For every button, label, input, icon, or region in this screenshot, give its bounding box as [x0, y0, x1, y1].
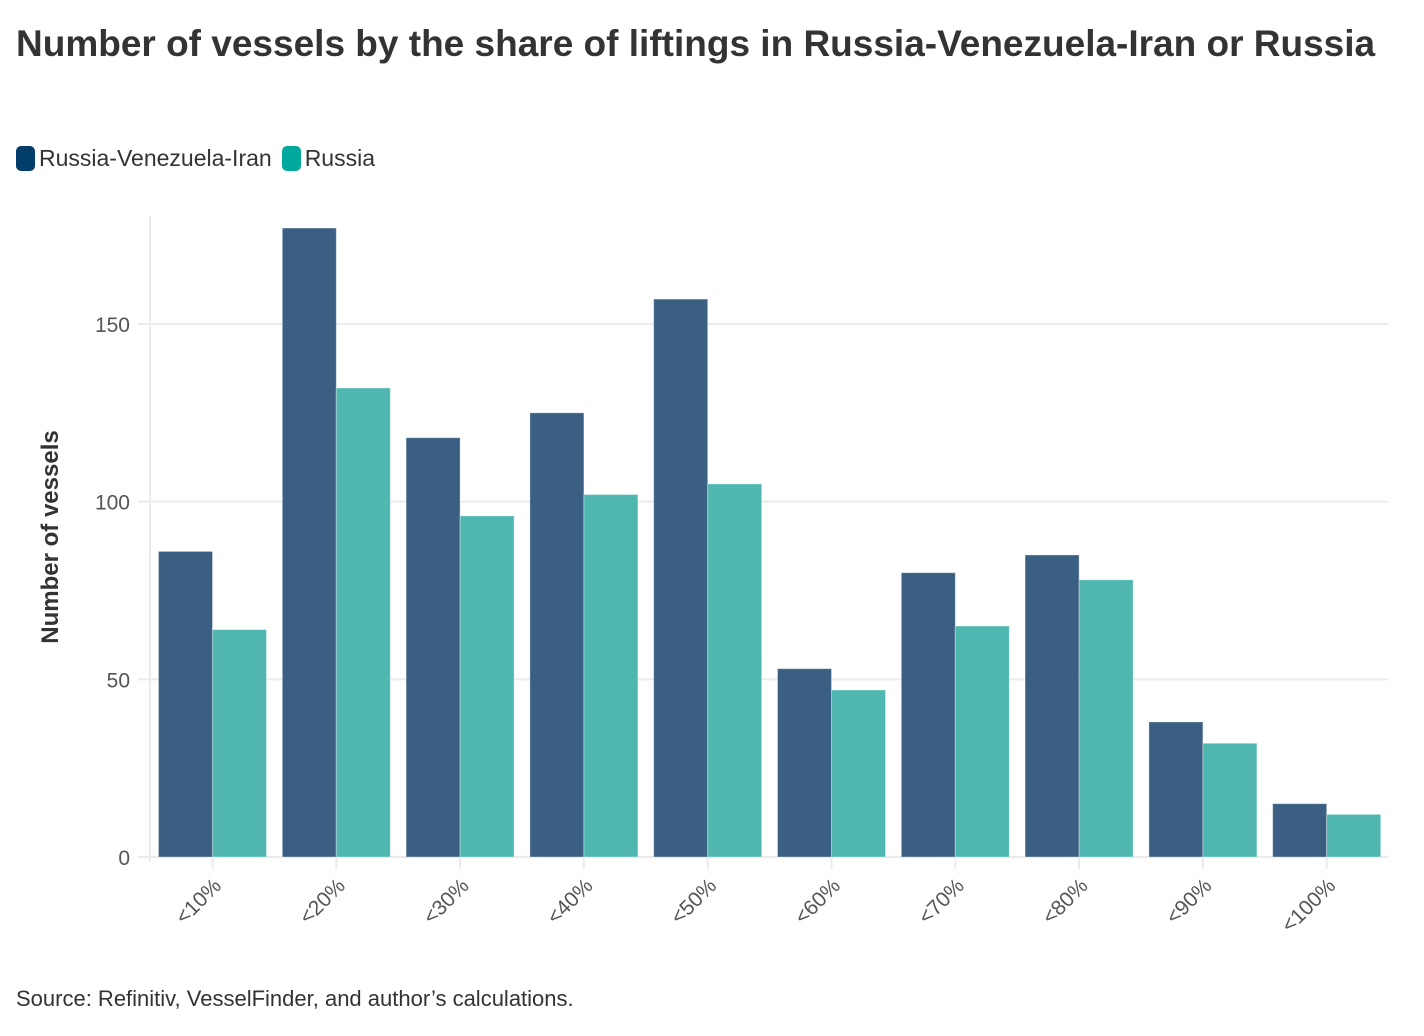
bar-russia[interactable]: [954, 625, 1010, 858]
bar-russia-venezuela-iran[interactable]: [1024, 554, 1080, 858]
x-tick-label: <20%: [295, 874, 350, 929]
bar-russia-venezuela-iran[interactable]: [281, 227, 337, 858]
x-tick-label: <60%: [790, 874, 845, 929]
legend-label: Russia: [304, 145, 375, 171]
x-tick-label: <40%: [543, 874, 598, 929]
y-tick-label: 50: [107, 669, 130, 692]
chart-title: Number of vessels by the share of liftin…: [16, 23, 1376, 64]
x-tick-label: <30%: [419, 874, 474, 929]
legend-item-russia[interactable]: Russia: [281, 145, 375, 172]
bar-russia[interactable]: [1326, 813, 1382, 858]
bar-russia[interactable]: [212, 629, 267, 858]
bar-russia-venezuela-iran[interactable]: [777, 668, 832, 858]
x-tick-label: <100%: [1277, 874, 1340, 937]
bar-russia[interactable]: [831, 689, 886, 858]
x-tick-label: <90%: [1162, 874, 1217, 929]
legend: Russia-Venezuela-Iran Russia: [16, 145, 385, 172]
legend-swatch: [281, 146, 301, 171]
bar-russia-venezuela-iran[interactable]: [1272, 803, 1328, 858]
x-axis-ticks: <10% <20% <30% <40% <50% <60% <70% <80% <90% <100…: [171, 857, 1340, 937]
bar-russia-venezuela-iran[interactable]: [529, 412, 585, 858]
y-tick-label: 0: [118, 847, 130, 870]
y-tick-label: 100: [95, 492, 130, 515]
bar-russia[interactable]: [1202, 742, 1258, 858]
legend-item-russia-venezuela-iran[interactable]: Russia-Venezuela-Iran: [16, 145, 272, 172]
bar-russia-venezuela-iran[interactable]: [405, 437, 461, 858]
bar-russia-venezuela-iran[interactable]: [1148, 721, 1204, 858]
x-tick-label: <70%: [914, 874, 969, 929]
source-note: Source: Refinitiv, VesselFinder, and aut…: [16, 986, 574, 1011]
bars: [158, 227, 1382, 858]
y-axis-ticks: 0 50 100 150: [95, 314, 130, 870]
bar-russia[interactable]: [335, 387, 391, 858]
bar-russia[interactable]: [707, 483, 763, 858]
bar-russia[interactable]: [583, 494, 639, 858]
bar-russia[interactable]: [1078, 579, 1134, 858]
x-tick-label: <80%: [1038, 874, 1093, 929]
y-axis-title: Number of vessels: [37, 430, 64, 643]
bar-russia-venezuela-iran[interactable]: [158, 550, 213, 858]
legend-label: Russia-Venezuela-Iran: [39, 145, 272, 171]
bar-russia[interactable]: [459, 515, 515, 858]
x-tick-label: <50%: [667, 874, 722, 929]
x-tick-label: <10%: [171, 874, 226, 929]
bar-russia-venezuela-iran[interactable]: [653, 298, 709, 858]
y-tick-label: 150: [95, 314, 130, 337]
bar-russia-venezuela-iran[interactable]: [900, 572, 956, 858]
legend-swatch: [16, 146, 35, 171]
